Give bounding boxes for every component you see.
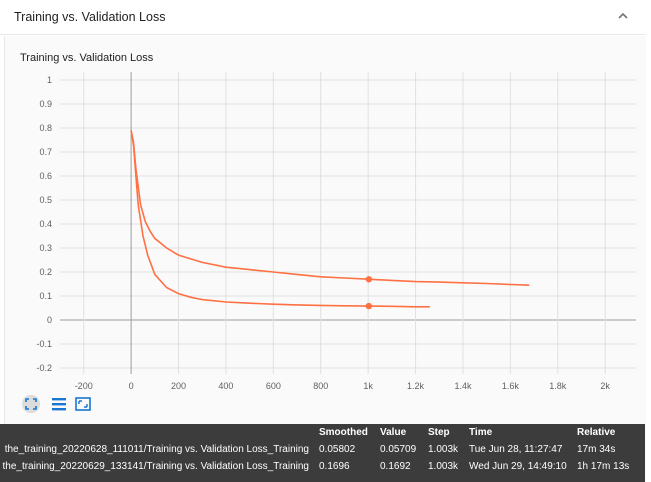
step-value: 1.003k (428, 444, 459, 455)
relative-value: 17m 34s (577, 444, 616, 455)
relative-value: 1h 17m 13s (577, 461, 630, 472)
raw-value: 0.1692 (380, 461, 411, 472)
panel-header[interactable]: Training vs. Validation Loss (0, 0, 645, 35)
x-tick-label: 0 (129, 381, 134, 391)
loss-chart[interactable]: -0.2 -0.1 0 0.1 0.2 0.3 0.4 0.5 0.6 0.7 0.8 0.9 1 -20… (0, 0, 651, 420)
x-tick-label: 1.4k (454, 381, 472, 391)
x-tick-label: 800 (313, 381, 328, 391)
x-tick-label: 1.6k (502, 381, 520, 391)
time-value: Tue Jun 28, 11:27:47 (469, 444, 563, 455)
header-relative: Relative (577, 427, 616, 438)
panel-title: Training vs. Validation Loss (14, 10, 166, 24)
tooltip-row: the_training_20220629_133141/Training vs… (0, 459, 645, 475)
header-time: Time (469, 427, 493, 438)
y-tick-label: 0.8 (39, 123, 52, 133)
run-name: the_training_20220629_133141/Training vs… (2, 461, 309, 472)
y-tick-label: 0 (47, 315, 52, 325)
chart-area (4, 36, 646, 482)
series-marker-1 (365, 302, 373, 310)
y-tick-label: 0.9 (39, 99, 52, 109)
raw-value: 0.05709 (380, 444, 417, 455)
toggle-series-icon[interactable] (50, 395, 68, 413)
hover-tooltip: Smoothed Value Step Time Relative the_tr… (0, 424, 645, 482)
tooltip-row: the_training_20220628_111011/Training vs… (0, 442, 645, 458)
y-tick-label: 0.7 (39, 147, 52, 157)
x-tick-label: 600 (266, 381, 281, 391)
x-tick-label: 200 (171, 381, 186, 391)
series-line-1 (130, 130, 430, 308)
fit-domain-icon[interactable] (22, 395, 40, 413)
series-marker-0 (365, 276, 373, 283)
x-tick-label: 400 (218, 381, 233, 391)
chevron-up-icon[interactable] (615, 8, 631, 24)
header-step: Step (428, 427, 450, 438)
header-smoothed: Smoothed (319, 427, 368, 438)
smoothed-value: 0.1696 (319, 461, 350, 472)
y-tick-label: 0.5 (39, 195, 52, 205)
y-tick-label: 1 (47, 75, 52, 85)
y-tick-label: 0.6 (39, 171, 52, 181)
chart-title: Training vs. Validation Loss (20, 52, 154, 64)
step-value: 1.003k (428, 461, 459, 472)
y-tick-label: 0.3 (39, 243, 52, 253)
x-tick-label: 2k (600, 381, 610, 391)
x-tick-label: 1.8k (549, 381, 567, 391)
x-tick-label: -200 (75, 381, 93, 391)
tooltip-header: Smoothed Value Step Time Relative (0, 425, 645, 441)
y-tick-label: 0.2 (39, 267, 52, 277)
header-value: Value (380, 427, 407, 438)
run-name: the_training_20220628_111011/Training vs… (4, 444, 309, 455)
time-value: Wed Jun 29, 14:49:10 (469, 461, 567, 472)
y-tick-label: 0.4 (39, 219, 52, 229)
y-tick-label: -0.2 (36, 363, 52, 373)
series-line-0 (130, 130, 530, 286)
zoom-box-icon[interactable] (74, 395, 92, 413)
x-tick-label: 1.2k (407, 381, 425, 391)
y-tick-label: 0.1 (39, 291, 52, 301)
smoothed-value: 0.05802 (319, 444, 356, 455)
y-tick-label: -0.1 (36, 339, 52, 349)
x-tick-label: 1k (363, 381, 373, 391)
